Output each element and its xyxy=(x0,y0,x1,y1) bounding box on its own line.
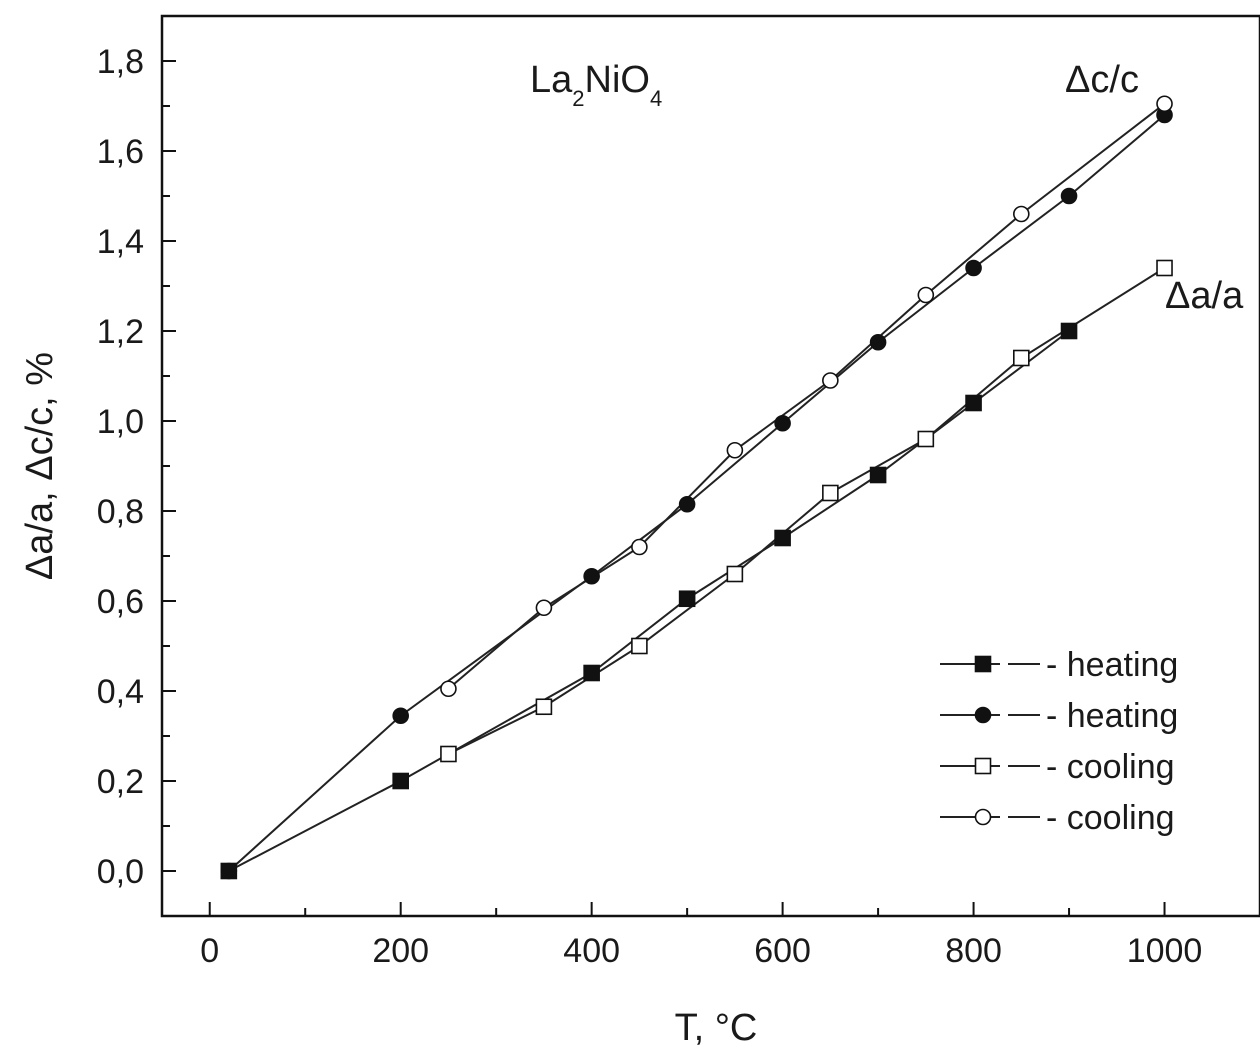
data-point xyxy=(440,680,457,698)
y-tick-label: 0,4 xyxy=(97,673,144,711)
y-tick-label: 1,4 xyxy=(97,223,144,261)
legend-marker xyxy=(974,808,992,826)
data-point xyxy=(631,637,648,655)
x-tick-label: 400 xyxy=(563,932,620,970)
data-point xyxy=(917,286,935,304)
data-point xyxy=(965,259,982,277)
x-tick-label: 600 xyxy=(754,932,811,970)
y-tick-label: 1,2 xyxy=(97,313,144,351)
legend-label: - heating xyxy=(1046,646,1178,684)
data-point xyxy=(774,414,791,432)
data-point xyxy=(392,772,409,790)
formula-middle: NiO xyxy=(585,59,650,101)
legend-marker xyxy=(974,757,992,775)
data-point xyxy=(1156,259,1173,277)
y-axis-title: Δa/a, Δc/c, % xyxy=(19,352,61,580)
x-axis-ticks xyxy=(208,902,1166,916)
data-point xyxy=(583,567,600,585)
series-3-markers xyxy=(440,259,1173,763)
legend: - heating - heating - cooling - cooling xyxy=(940,646,1178,837)
data-point xyxy=(822,372,839,389)
dc-c-annotation: Δc/c xyxy=(1065,59,1139,101)
data-point xyxy=(678,590,696,608)
data-point xyxy=(1156,95,1173,113)
series-line-4 xyxy=(447,102,1166,690)
x-axis-title: T, °C xyxy=(675,1007,758,1049)
y-tick-label: 0,6 xyxy=(97,583,144,621)
data-point xyxy=(392,707,409,725)
data-point xyxy=(220,862,238,880)
y-tick-label: 1,0 xyxy=(97,403,144,441)
series-line-2 xyxy=(228,114,1166,872)
y-tick-label: 1,6 xyxy=(97,133,144,171)
legend-marker xyxy=(974,706,992,724)
data-point xyxy=(535,599,553,617)
data-point xyxy=(774,529,791,547)
y-tick-label: 0,2 xyxy=(97,763,144,801)
data-point xyxy=(822,484,839,502)
formula-subscript-1: 2 xyxy=(572,86,584,111)
data-point xyxy=(583,664,600,682)
formula-subscript-2: 4 xyxy=(650,86,662,111)
y-tick-label: 1,8 xyxy=(97,43,144,81)
data-point xyxy=(1060,322,1078,340)
formula-annotation: La2NiO4 xyxy=(530,59,662,111)
legend-entry-2: - heating xyxy=(940,697,1178,735)
data-point xyxy=(1013,349,1030,367)
legend-label: - heating xyxy=(1046,697,1178,735)
data-point xyxy=(535,698,553,716)
y-tick-label: 0,0 xyxy=(97,853,144,891)
legend-entry-1: - heating xyxy=(940,646,1178,684)
data-point xyxy=(726,565,744,583)
x-tick-label: 1000 xyxy=(1127,932,1203,970)
series-line-1 xyxy=(228,330,1070,872)
legend-label: - cooling xyxy=(1046,799,1175,837)
data-point xyxy=(1013,205,1030,223)
data-point xyxy=(1060,187,1078,205)
data-point xyxy=(631,538,648,556)
legend-entry-4: - cooling xyxy=(940,799,1175,837)
data-point xyxy=(869,333,887,351)
data-point xyxy=(440,745,457,763)
data-point xyxy=(965,394,982,412)
da-a-annotation: Δa/a xyxy=(1165,275,1244,317)
legend-marker xyxy=(974,655,992,673)
y-axis-ticks xyxy=(162,60,176,872)
series-layer xyxy=(220,95,1173,880)
series-4-markers xyxy=(440,95,1173,698)
formula-base: La xyxy=(530,59,573,101)
x-tick-label: 0 xyxy=(200,932,219,970)
legend-entry-3: - cooling xyxy=(940,748,1175,786)
data-point xyxy=(678,495,696,513)
y-tick-label: 0,8 xyxy=(97,493,144,531)
data-point xyxy=(917,430,935,448)
data-point xyxy=(726,441,744,459)
x-axis-tick-labels: 0 200 400 600 800 1000 xyxy=(200,932,1202,970)
series-2-markers xyxy=(220,106,1173,880)
data-point xyxy=(869,466,887,484)
y-axis-tick-labels: 0,0 0,2 0,4 0,6 0,8 1,0 1,2 1,4 1,6 1,8 xyxy=(97,43,144,891)
x-tick-label: 800 xyxy=(945,932,1002,970)
x-tick-label: 200 xyxy=(372,932,429,970)
series-1-markers xyxy=(220,322,1078,880)
legend-label: - cooling xyxy=(1046,748,1175,786)
